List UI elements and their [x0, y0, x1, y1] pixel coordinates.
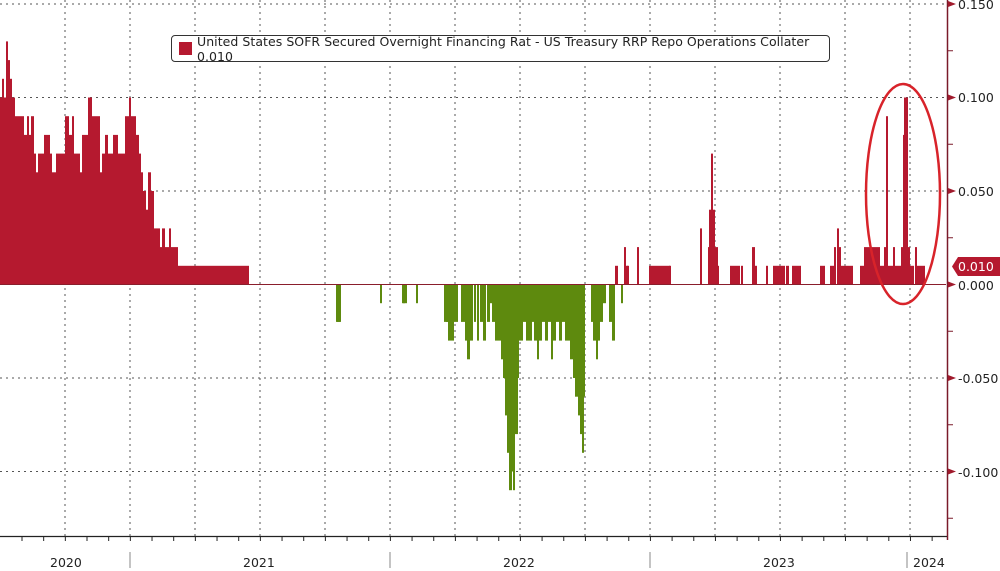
- legend-swatch-icon: [179, 42, 192, 55]
- y-tick-label: -0.100: [958, 465, 999, 480]
- legend-label: United States SOFR Secured Overnight Fin…: [197, 33, 810, 64]
- x-tick-label: 2020: [50, 555, 82, 570]
- y-axis: [946, 0, 956, 540]
- highlight-ellipse: [864, 82, 942, 306]
- y-tick-label: 0.100: [958, 90, 994, 105]
- x-tick-label: 2024: [913, 555, 945, 570]
- y-tick-label: 0.000: [958, 278, 994, 293]
- x-axis: [0, 535, 947, 568]
- chart-legend: United States SOFR Secured Overnight Fin…: [171, 33, 830, 64]
- last-value-tag: 0.010: [952, 257, 1000, 276]
- y-tick-label: -0.050: [958, 371, 999, 386]
- x-tick-label: 2021: [243, 555, 275, 570]
- y-tick-label: 0.150: [958, 0, 994, 12]
- x-tick-label: 2022: [503, 555, 535, 570]
- bars: [0, 41, 925, 491]
- y-tick-label: 0.050: [958, 184, 994, 199]
- x-tick-label: 2023: [763, 555, 795, 570]
